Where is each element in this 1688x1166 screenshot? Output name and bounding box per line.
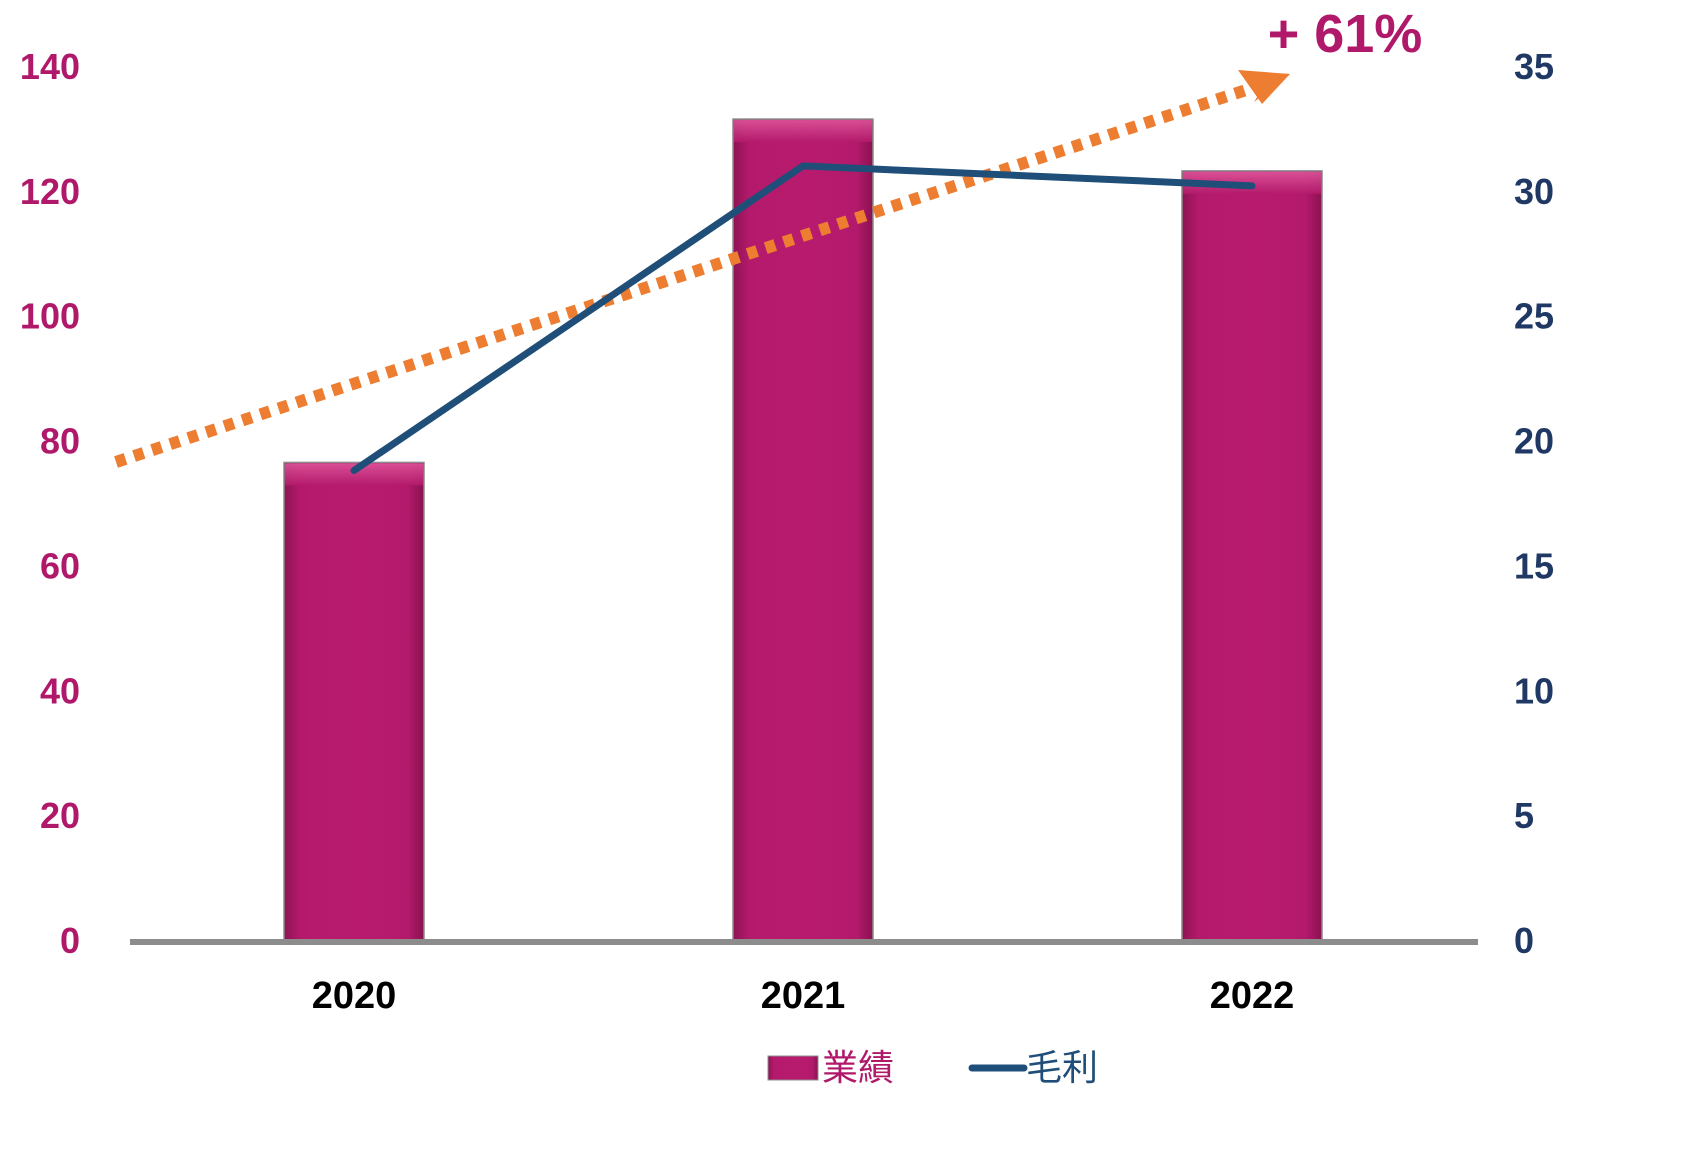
trend-arrow-line	[114, 84, 1248, 468]
left-tick-label: 0	[60, 920, 80, 961]
right-tick-label: 0	[1514, 920, 1534, 961]
right-tick-label: 35	[1514, 46, 1554, 87]
legend-label-line: 毛利	[1026, 1048, 1098, 1089]
legend-swatch-bar	[767, 1055, 819, 1081]
left-tick-label: 120	[20, 171, 80, 212]
left-tick-label: 40	[40, 670, 80, 711]
x-tick-label: 2020	[312, 975, 397, 1017]
right-tick-label: 10	[1514, 670, 1554, 711]
line-series-layer	[350, 162, 1256, 475]
bars-layer	[283, 118, 1323, 941]
left-tick-label: 80	[40, 421, 80, 462]
left-tick-label: 60	[40, 545, 80, 586]
bar-bevel-2020	[285, 463, 423, 486]
legend: 業績 毛利	[767, 1048, 1098, 1089]
x-tick-label: 2022	[1210, 975, 1295, 1017]
tick-labels-layer: 0 20 40 60 80 100 120 140 0 5 10 15 20 25 30 35 2020 2021…	[20, 46, 1554, 1017]
x-tick-label: 2021	[761, 975, 846, 1017]
legend-label-bar: 業績	[822, 1048, 894, 1089]
left-tick-label: 140	[20, 46, 80, 87]
bar-2022	[1181, 170, 1323, 941]
right-tick-label: 25	[1514, 296, 1554, 337]
left-tick-label: 20	[40, 795, 80, 836]
trend-arrow-layer: + 61%	[114, 4, 1423, 468]
bar-2021	[732, 118, 874, 941]
bar-bevel-2021	[734, 120, 872, 143]
trend-arrow-head-fill	[1238, 70, 1290, 104]
right-tick-label: 5	[1514, 795, 1534, 836]
right-tick-label: 20	[1514, 421, 1554, 462]
trend-label: + 61%	[1268, 4, 1423, 64]
right-tick-label: 30	[1514, 171, 1554, 212]
bar-2020	[283, 461, 425, 941]
left-tick-label: 100	[20, 296, 80, 337]
right-tick-label: 15	[1514, 545, 1554, 586]
